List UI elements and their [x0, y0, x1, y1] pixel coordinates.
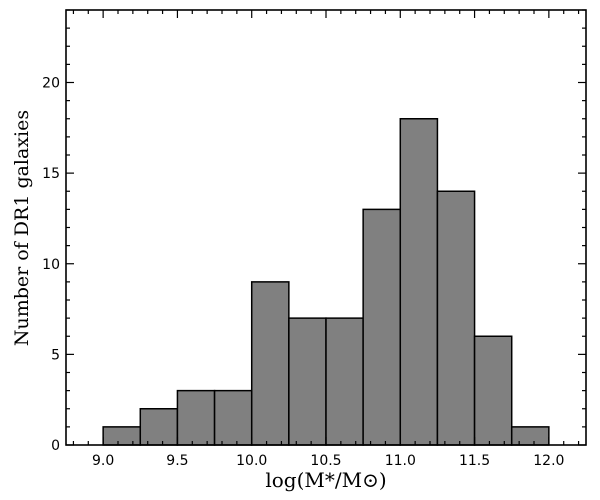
histogram-bar [250, 281, 290, 446]
x-tick-label: 9.0 [92, 453, 114, 469]
bars-group [102, 118, 550, 446]
histogram-bar [325, 317, 364, 446]
x-tick-label: 10.5 [310, 453, 341, 469]
histogram-bar [102, 426, 142, 446]
histogram-bar [362, 208, 402, 446]
histogram-bar [399, 118, 439, 446]
histogram-bar [288, 317, 327, 446]
x-tick-label: 12.0 [533, 453, 564, 469]
histogram-bar [139, 408, 179, 446]
histogram-bar [436, 190, 476, 446]
y-tick-label: 20 [42, 76, 60, 92]
tick-labels-group: 9.0 9.5 10.0 10.5 11.0 11.5 12.0 0 5 10 15 20 [42, 76, 564, 470]
y-tick-label: 15 [42, 166, 60, 182]
x-tick-label: 11.5 [459, 453, 490, 469]
y-axis-label: Number of DR1 galaxies [11, 110, 33, 346]
y-tick-label: 0 [51, 438, 60, 454]
ticks-group [66, 9, 586, 446]
x-tick-label: 9.5 [166, 453, 188, 469]
x-axis-label: log(M*/M⊙) [265, 468, 386, 492]
histogram-bar [473, 335, 513, 446]
x-tick-label: 11.0 [385, 453, 416, 469]
x-tick-label: 10.0 [236, 453, 267, 469]
histogram-bar [176, 389, 216, 446]
y-tick-label: 10 [42, 257, 60, 273]
y-tick-label: 5 [51, 347, 60, 363]
histogram-bar [510, 426, 550, 446]
histogram-bar [213, 389, 253, 446]
